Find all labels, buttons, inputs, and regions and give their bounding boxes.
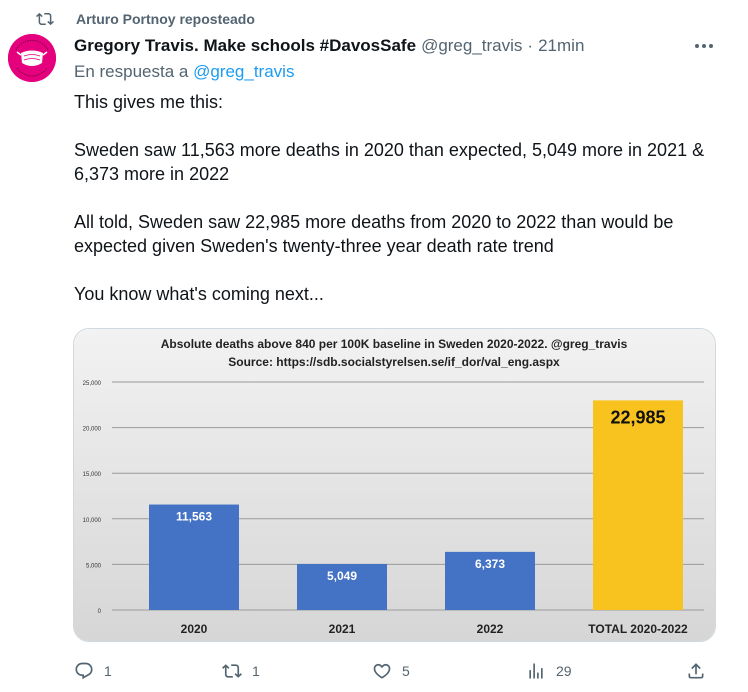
reply-button[interactable]: 1: [74, 656, 112, 686]
bar: [593, 400, 683, 610]
views-button[interactable]: 29: [526, 656, 572, 686]
tweet-paragraph: All told, Sweden saw 22,985 more deaths …: [74, 212, 674, 256]
tweet-text: This gives me this: Sweden saw 11,563 mo…: [74, 90, 724, 330]
bar-chart: Absolute deaths above 840 per 100K basel…: [74, 329, 715, 641]
author-handle[interactable]: @greg_travis: [421, 36, 523, 55]
bar-chart-icon: [529, 663, 543, 679]
heart-icon: [373, 663, 391, 679]
y-tick-label: 20,000: [83, 427, 102, 433]
repost-count: 1: [252, 663, 260, 679]
x-tick-label: 2021: [329, 622, 356, 636]
data-label: 6,373: [475, 557, 505, 571]
data-label: 5,049: [327, 569, 357, 583]
tweet-media-chart[interactable]: Absolute deaths above 840 per 100K basel…: [73, 328, 716, 642]
y-tick-label: 5,000: [86, 563, 102, 569]
x-tick-label: 2020: [181, 622, 208, 636]
y-tick-label: 0: [98, 609, 102, 615]
chart-subtitle: Source: https://sdb.socialstyrelsen.se/i…: [228, 355, 560, 369]
data-label: 11,563: [176, 510, 212, 524]
repost-button[interactable]: 1: [222, 656, 260, 686]
x-tick-label: 2022: [477, 622, 504, 636]
repost-icon: [36, 10, 54, 28]
chart-title: Absolute deaths above 840 per 100K basel…: [161, 337, 628, 351]
repost-icon: [222, 664, 242, 678]
share-icon: [688, 663, 704, 679]
x-tick-label: TOTAL 2020-2022: [588, 622, 688, 636]
reply-count: 1: [104, 663, 112, 679]
tweet-header: Gregory Travis. Make schools #DavosSafe …: [74, 34, 698, 58]
more-options-button[interactable]: [692, 36, 716, 56]
bar: [445, 551, 535, 610]
reply-icon: [75, 662, 93, 680]
author-name[interactable]: Gregory Travis. Make schools #DavosSafe: [74, 36, 417, 55]
reply-handle-link[interactable]: @greg_travis: [193, 62, 295, 81]
views-count: 29: [556, 663, 572, 679]
like-button[interactable]: 5: [372, 656, 410, 686]
tweet-paragraph: This gives me this:: [74, 92, 224, 112]
reply-context: En respuesta a @greg_travis: [74, 62, 294, 82]
bar: [149, 504, 239, 610]
avatar[interactable]: [8, 34, 56, 82]
separator: ·: [527, 36, 534, 55]
bar: [297, 563, 387, 610]
more-icon: [695, 44, 713, 48]
y-tick-label: 15,000: [83, 472, 102, 478]
tweet-paragraph: You know what's coming next...: [74, 284, 324, 304]
action-bar: 1 1 5 29: [74, 656, 724, 686]
y-tick-label: 25,000: [83, 381, 102, 387]
share-button[interactable]: [686, 656, 716, 686]
data-label: 22,985: [610, 407, 665, 427]
like-count: 5: [402, 663, 410, 679]
tweet-paragraph: Sweden saw 11,563 more deaths in 2020 th…: [74, 140, 705, 184]
y-tick-label: 10,000: [83, 518, 102, 524]
timestamp[interactable]: 21min: [538, 36, 585, 55]
reposter-link[interactable]: Arturo Portnoy reposteado: [76, 11, 255, 27]
repost-indicator: Arturo Portnoy reposteado: [36, 8, 255, 30]
reply-prefix: En respuesta a: [74, 62, 189, 81]
